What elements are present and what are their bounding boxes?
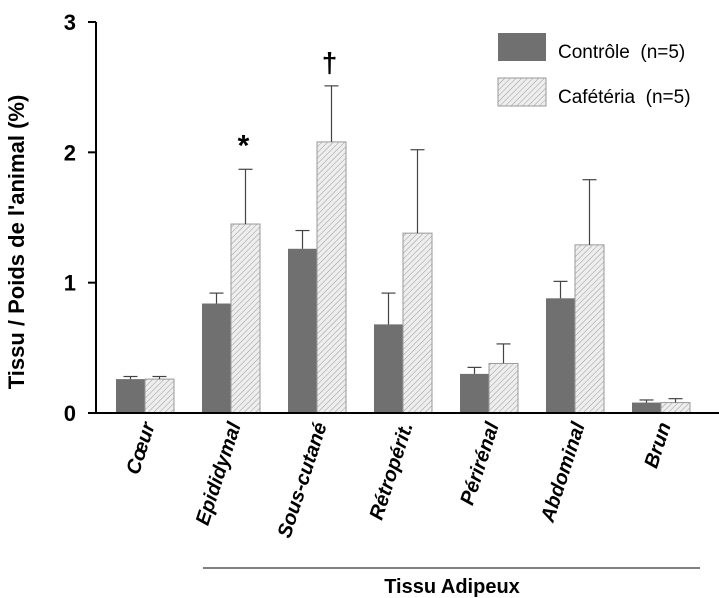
y-tick-label: 1 [64,271,76,296]
x-tick-label: Abdominal [537,419,590,525]
legend-label-controle: Contrôle (n=5) [558,42,685,63]
axes-layer [95,22,719,414]
bar-coeur-controle [116,379,145,413]
bar-sous-cutane-cafeteria [316,141,347,414]
x-tick-label: Rétropérit. [366,420,418,523]
significance-marker: † [322,47,338,78]
legend-swatch-cafeteria [497,77,547,107]
error-bars-layer [123,85,683,403]
x-tick-labels-layer: Cœur Epididymal Sous-cutané Rétropérit. Péri… [122,419,675,541]
bar-coeur-cafeteria [144,378,175,414]
x-tick-label: Sous-cutané [274,420,332,541]
legend-label-cafeteria: Cafétéria (n=5) [558,87,691,108]
bar-perirenal-controle [460,373,489,413]
bar-epididymal-controle [202,303,231,413]
significance-marker: * [238,129,250,162]
x-tick-label: Périrénal [456,419,504,508]
bar-retroperit-cafeteria [402,232,433,414]
bar-brun-controle [632,402,661,413]
bar-brun-cafeteria [660,402,691,414]
x-tick-label: Brun [640,420,675,471]
y-ticks-layer: 0 1 2 3 [64,10,96,426]
group-label: Tissu Adipeux [384,576,520,598]
bar-epididymal-cafeteria [230,223,261,414]
x-tick-label: Cœur [122,419,160,478]
bars-layer [116,141,691,414]
bar-abdominal-cafeteria [574,244,605,414]
y-axis-label: Tissu / Poids de l'animal (%) [4,95,29,390]
y-tick-label: 2 [64,140,76,165]
x-tick-label: Epididymal [192,419,246,528]
y-tick-label: 3 [64,10,76,35]
bar-perirenal-cafeteria [488,362,519,414]
bar-sous-cutane-controle [288,248,317,413]
legend: Contrôle (n=5) Cafétéria (n=5) [497,33,691,108]
legend-swatch-controle [498,33,546,61]
annotations-layer: *† [238,47,338,162]
y-tick-label: 0 [64,401,76,426]
bar-retroperit-controle [374,324,403,413]
bar-abdominal-controle [546,298,575,413]
